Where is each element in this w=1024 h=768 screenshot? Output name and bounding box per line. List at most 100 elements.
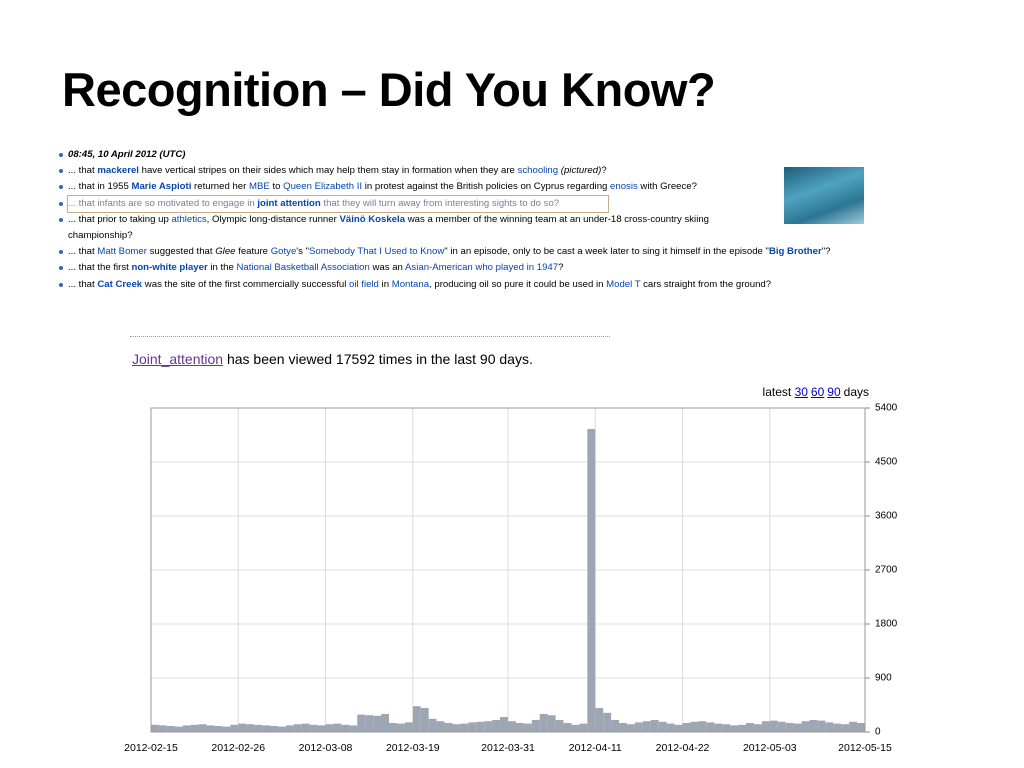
- bar: [730, 725, 739, 732]
- bar: [603, 712, 612, 732]
- mackerel-picture: [784, 167, 864, 224]
- chart-title: Joint_attention has been viewed 17592 ti…: [132, 351, 533, 367]
- bar: [301, 723, 310, 732]
- bar: [682, 723, 691, 732]
- bar: [523, 723, 532, 732]
- list-item: ... that Cat Creek was the site of the f…: [59, 277, 864, 293]
- bar: [555, 720, 564, 732]
- link[interactable]: joint attention: [257, 197, 321, 209]
- bar: [634, 722, 643, 732]
- bar: [214, 726, 223, 732]
- link[interactable]: National Basketball Association: [236, 262, 370, 274]
- bar: [365, 715, 374, 732]
- text: that they will turn away from interestin…: [320, 197, 560, 209]
- bar: [262, 725, 270, 732]
- bar: [547, 715, 556, 732]
- text: in: [378, 278, 392, 290]
- link[interactable]: Cat Creek: [97, 278, 143, 290]
- list-item: ... that in 1955 Marie Aspioti returned …: [59, 179, 864, 195]
- range-label: days: [843, 385, 869, 399]
- link[interactable]: athletics: [171, 213, 207, 225]
- text: was an: [369, 262, 406, 274]
- bar: [317, 725, 326, 732]
- range-option[interactable]: 30: [794, 385, 808, 399]
- text: with Greece?: [637, 181, 697, 193]
- bar: [404, 722, 413, 732]
- bar: [452, 724, 461, 732]
- bar: [579, 723, 588, 732]
- link[interactable]: Model T: [606, 278, 641, 290]
- x-tick-label: 2012-02-26: [211, 742, 265, 754]
- list-item: ... that the first non-white player in t…: [59, 260, 864, 276]
- bar: [349, 725, 358, 732]
- bar: [222, 726, 231, 732]
- bar: [293, 724, 302, 732]
- bar: [182, 725, 191, 732]
- text: " in an episode, only to be cast a week …: [444, 246, 769, 258]
- x-tick-label: 2012-03-08: [299, 742, 353, 754]
- link[interactable]: Matt Bomer: [97, 246, 147, 258]
- bar: [722, 724, 731, 732]
- y-tick-label: 4500: [875, 457, 898, 468]
- text: ... that: [68, 278, 98, 290]
- y-tick-label: 5400: [875, 403, 898, 414]
- bar: [793, 723, 802, 732]
- text: Glee: [215, 246, 236, 258]
- link[interactable]: non-white player: [131, 262, 208, 274]
- link[interactable]: enosis: [610, 181, 638, 193]
- bar: [746, 723, 754, 732]
- bar: [849, 721, 858, 732]
- bar: [373, 715, 382, 732]
- text: ... that: [68, 246, 98, 258]
- bar: [357, 714, 366, 732]
- link[interactable]: Queen Elizabeth II: [283, 181, 363, 193]
- bar: [508, 721, 516, 732]
- link[interactable]: mackerel: [97, 165, 139, 177]
- link[interactable]: Big Brother: [768, 246, 822, 258]
- link[interactable]: Asian-American who played in 1947: [405, 262, 559, 274]
- x-tick-label: 2012-05-15: [838, 742, 892, 754]
- range-selector: latest 30 60 90 days: [763, 385, 869, 399]
- list: 08:45, 10 April 2012 (UTC) ... that macke…: [56, 147, 864, 293]
- list-item: ... that mackerel have vertical stripes …: [59, 163, 864, 179]
- x-tick-label: 2012-05-03: [743, 742, 797, 754]
- y-tick-label: 900: [875, 673, 892, 684]
- separator: [130, 336, 610, 337]
- x-tick-label: 2012-03-31: [481, 742, 535, 754]
- range-option[interactable]: 60: [810, 385, 825, 399]
- text: ... that: [68, 165, 98, 177]
- link[interactable]: Marie Aspioti: [131, 181, 192, 193]
- bar: [539, 714, 548, 732]
- text: to: [269, 181, 284, 193]
- text: feature: [235, 246, 271, 258]
- list-item: ... that prior to taking up athletics, O…: [59, 212, 864, 244]
- link[interactable]: Gotye: [270, 246, 297, 258]
- text: in the: [207, 262, 237, 274]
- link[interactable]: schooling: [517, 165, 559, 177]
- bar: [785, 723, 794, 732]
- y-tick-label: 0: [875, 727, 881, 738]
- range-option[interactable]: 90: [827, 385, 841, 399]
- bar: [389, 723, 397, 732]
- x-tick-label: 2012-04-11: [569, 742, 622, 754]
- article-link[interactable]: Joint_attention: [132, 351, 224, 367]
- text: have vertical stripes on their sides whi…: [138, 165, 518, 177]
- text: ... that in 1955: [68, 181, 132, 193]
- link[interactable]: oil field: [349, 278, 379, 290]
- link[interactable]: MBE: [248, 181, 270, 193]
- bar: [698, 721, 707, 732]
- text: "?: [821, 246, 831, 258]
- text: was a member of the winning team at an u…: [68, 213, 709, 242]
- link[interactable]: Montana: [391, 278, 430, 290]
- bar: [587, 429, 596, 732]
- bar: [270, 726, 278, 732]
- bar: [341, 724, 350, 732]
- bar: [396, 723, 405, 732]
- link[interactable]: Somebody That I Used to Know: [309, 246, 445, 258]
- bar: [444, 723, 453, 732]
- link[interactable]: Väinö Koskela: [339, 213, 406, 225]
- bar: [238, 723, 247, 732]
- x-tick-label: 2012-04-22: [656, 742, 710, 754]
- bar: [151, 724, 159, 732]
